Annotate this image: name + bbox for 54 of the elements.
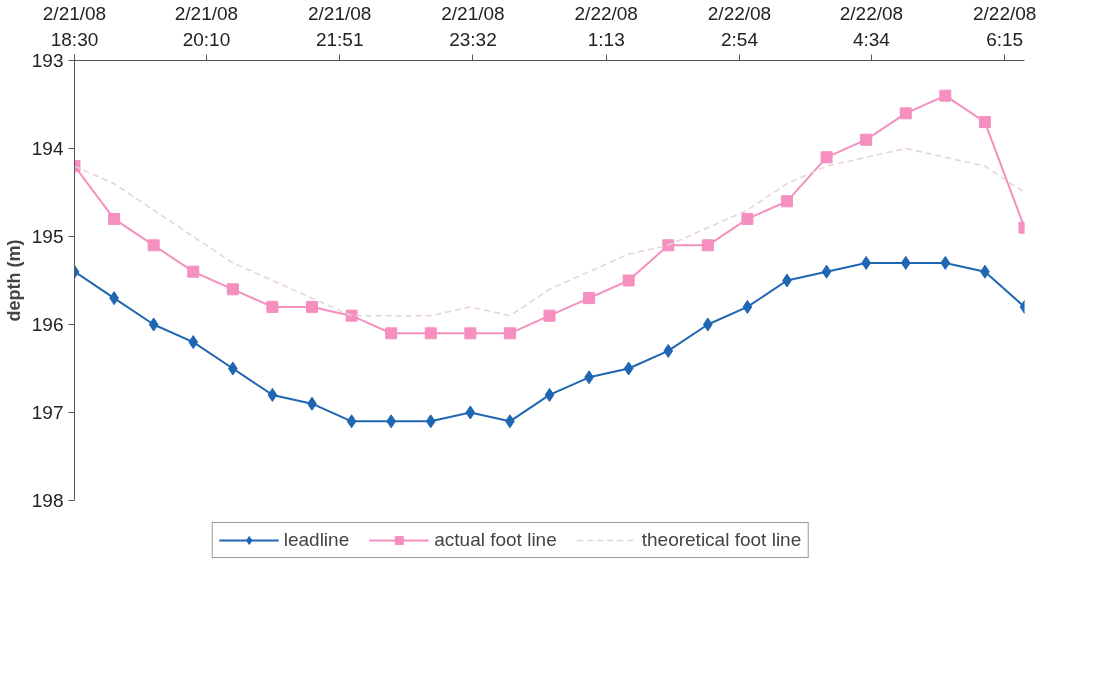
x-tick-label: 2/22/08 1:13 — [574, 3, 638, 50]
point — [464, 327, 477, 340]
point — [465, 405, 476, 420]
x-tick-label: 2/22/08 4:34 — [839, 3, 904, 50]
point — [939, 89, 952, 102]
legend-label: actual foot line — [434, 529, 557, 551]
point — [820, 151, 833, 164]
point — [622, 274, 635, 287]
point — [148, 317, 159, 332]
y-tick-label: 196 — [31, 314, 64, 335]
point — [701, 239, 714, 252]
y-tick-label: 198 — [31, 490, 64, 511]
point — [583, 292, 596, 305]
point — [346, 414, 357, 429]
point — [266, 300, 279, 313]
point — [781, 195, 793, 208]
point — [188, 335, 199, 350]
x-tick-label: 2/21/08 20:10 — [174, 3, 239, 50]
point — [978, 116, 991, 129]
point — [385, 327, 398, 340]
y-tick-label: 194 — [31, 138, 64, 159]
point — [742, 299, 753, 314]
x-tick-label: 2/21/08 21:51 — [308, 3, 372, 50]
y-tick-label: 193 — [31, 50, 64, 71]
point — [741, 212, 754, 225]
y-tick-label: 197 — [31, 402, 64, 423]
point — [187, 265, 200, 278]
point — [267, 387, 278, 402]
x-tick-label: 2/22/08 6:15 — [973, 3, 1037, 50]
y-axis-title: depth (m) — [3, 239, 24, 322]
point — [226, 283, 239, 296]
point — [306, 300, 318, 313]
point — [899, 107, 912, 120]
y-tick-label: 195 — [31, 226, 64, 247]
point — [543, 309, 556, 322]
point — [860, 133, 873, 146]
point — [424, 327, 437, 340]
point — [147, 239, 160, 252]
x-tick-label: 2/22/08 2:54 — [707, 3, 772, 50]
point — [821, 264, 832, 279]
point — [623, 361, 634, 376]
point — [345, 309, 358, 322]
point — [108, 212, 121, 225]
point — [662, 239, 675, 252]
point — [503, 327, 516, 340]
point — [663, 343, 674, 358]
point — [544, 387, 555, 402]
legend-label: theoretical foot line — [641, 529, 802, 551]
x-tick-label: 2/21/08 18:30 — [42, 3, 107, 50]
point — [900, 255, 911, 270]
point — [940, 255, 951, 270]
x-tick-label: 2/21/08 23:32 — [441, 3, 505, 50]
point — [425, 414, 436, 429]
legend-label: leadline — [283, 529, 350, 551]
